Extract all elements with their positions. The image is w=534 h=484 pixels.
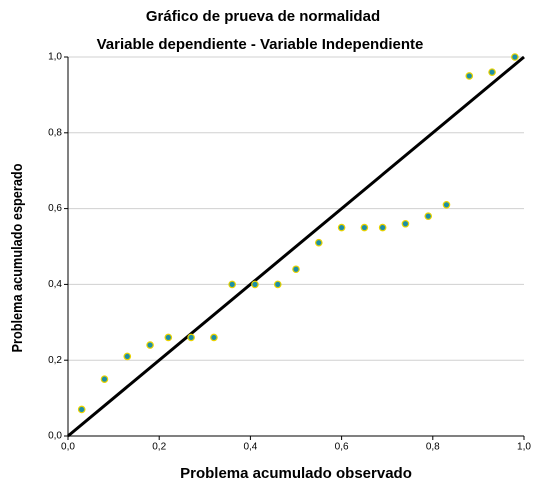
point [314,238,323,247]
x-tick-label: 0,2 [152,442,166,453]
point [228,280,236,289]
point [100,375,109,383]
y-tick-label: 0,4 [48,279,62,290]
point [465,72,474,80]
point [401,219,410,228]
point [360,223,369,232]
point [292,265,300,274]
point [210,333,218,342]
y-tick-label: 0,6 [48,203,62,214]
chart-subtitle: Variable dependiente - Variable Independ… [97,36,424,53]
point [273,280,282,289]
y-tick-label: 0,2 [48,355,62,366]
point [511,53,519,61]
point [337,223,346,232]
point [77,405,86,414]
point [378,223,387,232]
point [146,341,154,349]
y-tick-label: 0,0 [48,431,62,442]
x-tick-label: 0,8 [426,442,440,453]
point [187,333,195,342]
point [424,212,433,220]
point [123,352,132,361]
point [442,201,451,209]
reference-line [67,55,525,438]
point [251,280,259,289]
point [488,68,496,76]
y-axis-label: Problema acumulado esperado [8,164,25,353]
y-tick-label: 0,8 [48,127,62,138]
point [164,333,173,342]
chart-title: Gráfico de prueva de normalidad [146,8,380,25]
x-tick-label: 0,4 [243,442,257,453]
x-tick-label: 1,0 [517,442,531,453]
y-tick-label: 1,0 [48,52,62,63]
x-axis-label: Problema acumulado observado [180,465,412,482]
x-tick-label: 0,6 [335,442,349,453]
x-tick-label: 0,0 [61,442,75,453]
